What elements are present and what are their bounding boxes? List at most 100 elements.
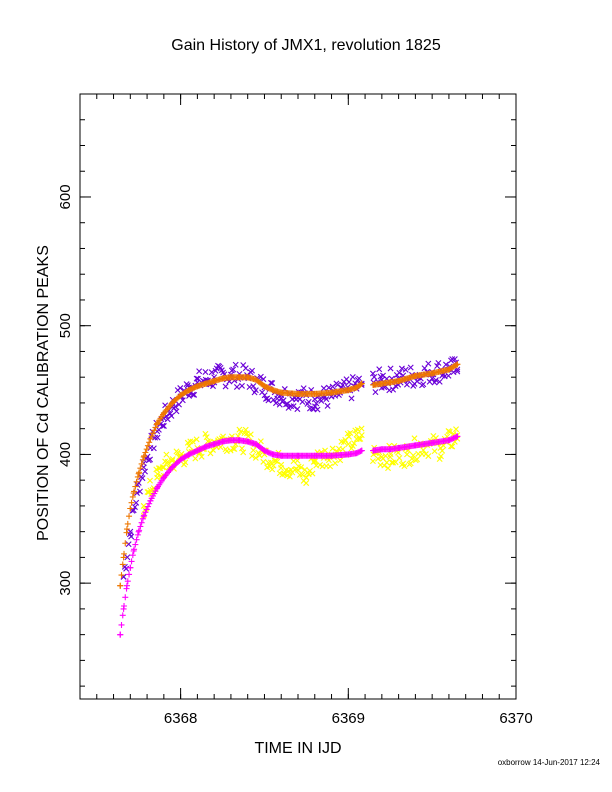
data-point xyxy=(320,385,327,392)
data-point xyxy=(177,385,184,392)
data-point xyxy=(299,398,306,405)
data-point xyxy=(283,401,290,408)
y-axis-title: POSITION OF Cd CALIBRATION PEAKS xyxy=(35,245,52,541)
data-point xyxy=(129,552,136,559)
data-point xyxy=(119,612,126,619)
series-2 xyxy=(117,361,461,589)
data-point xyxy=(332,460,339,467)
data-point xyxy=(420,381,427,388)
series-3 xyxy=(140,425,461,519)
y-tick-label: 500 xyxy=(57,313,74,338)
data-point xyxy=(250,383,257,390)
data-point xyxy=(337,457,344,464)
data-point xyxy=(174,449,181,456)
data-point xyxy=(396,369,403,376)
data-point xyxy=(118,572,125,579)
data-point xyxy=(346,433,352,440)
data-point xyxy=(382,452,389,459)
data-point xyxy=(325,384,332,391)
data-point xyxy=(150,445,157,452)
data-point xyxy=(242,365,249,372)
data-point xyxy=(160,422,167,429)
data-point xyxy=(133,499,140,506)
data-point xyxy=(136,469,143,476)
data-point xyxy=(128,499,135,506)
data-point xyxy=(345,441,352,448)
data-point xyxy=(407,364,414,371)
data-point xyxy=(179,397,186,404)
data-point xyxy=(305,398,312,405)
data-point xyxy=(220,433,227,440)
data-point xyxy=(142,509,149,516)
data-point xyxy=(411,435,418,442)
y-tick-label: 400 xyxy=(57,442,74,467)
data-point xyxy=(127,564,134,571)
data-point xyxy=(312,458,318,465)
data-point xyxy=(369,458,376,465)
data-point xyxy=(143,506,150,513)
data-point xyxy=(387,365,394,372)
data-point xyxy=(311,396,318,403)
data-point xyxy=(357,448,364,455)
data-point xyxy=(141,452,148,459)
data-point xyxy=(146,500,153,507)
data-point xyxy=(257,438,264,445)
data-point xyxy=(425,453,432,460)
data-point xyxy=(358,425,365,432)
data-point xyxy=(449,443,456,450)
series-4 xyxy=(117,433,461,638)
data-point xyxy=(148,433,155,440)
data-point xyxy=(159,422,166,429)
data-point xyxy=(445,372,452,379)
data-point xyxy=(269,380,276,387)
data-point xyxy=(294,457,301,464)
data-point xyxy=(233,383,240,390)
data-point xyxy=(142,449,149,456)
data-point xyxy=(348,395,355,402)
data-point xyxy=(280,470,287,477)
data-point xyxy=(357,435,364,442)
data-marks xyxy=(117,356,461,638)
data-point xyxy=(144,442,151,449)
data-point xyxy=(256,452,263,459)
data-point xyxy=(288,403,295,410)
data-point xyxy=(451,356,458,363)
data-point xyxy=(146,439,153,446)
data-point xyxy=(154,471,161,478)
footer-note: oxborrow 14-Jun-2017 12:24 xyxy=(497,758,600,767)
data-point xyxy=(203,434,210,441)
data-point xyxy=(202,369,209,376)
data-point xyxy=(232,361,239,368)
data-point xyxy=(303,480,310,487)
data-point xyxy=(121,602,128,609)
data-point xyxy=(454,433,461,440)
data-point xyxy=(454,361,461,368)
data-point xyxy=(351,440,358,447)
data-point xyxy=(265,397,272,404)
data-point xyxy=(299,471,306,478)
x-tick-label: 6368 xyxy=(164,710,197,727)
data-point xyxy=(453,362,460,369)
data-point xyxy=(231,446,238,453)
data-point xyxy=(138,460,145,467)
data-point xyxy=(420,447,427,454)
data-point xyxy=(189,391,196,398)
data-point xyxy=(354,426,361,433)
data-point xyxy=(128,533,135,540)
data-point xyxy=(121,550,128,557)
data-point xyxy=(260,458,267,465)
data-point xyxy=(358,447,365,454)
data-point xyxy=(159,464,166,471)
data-point xyxy=(144,503,151,510)
data-point xyxy=(401,463,408,470)
data-point xyxy=(139,456,146,463)
data-point xyxy=(136,488,143,495)
data-point xyxy=(329,445,336,452)
data-point xyxy=(396,455,403,461)
data-point xyxy=(290,403,297,410)
data-point xyxy=(139,515,146,522)
data-point xyxy=(124,578,131,585)
data-point xyxy=(124,520,131,527)
data-point xyxy=(372,389,379,396)
data-point xyxy=(356,375,363,382)
